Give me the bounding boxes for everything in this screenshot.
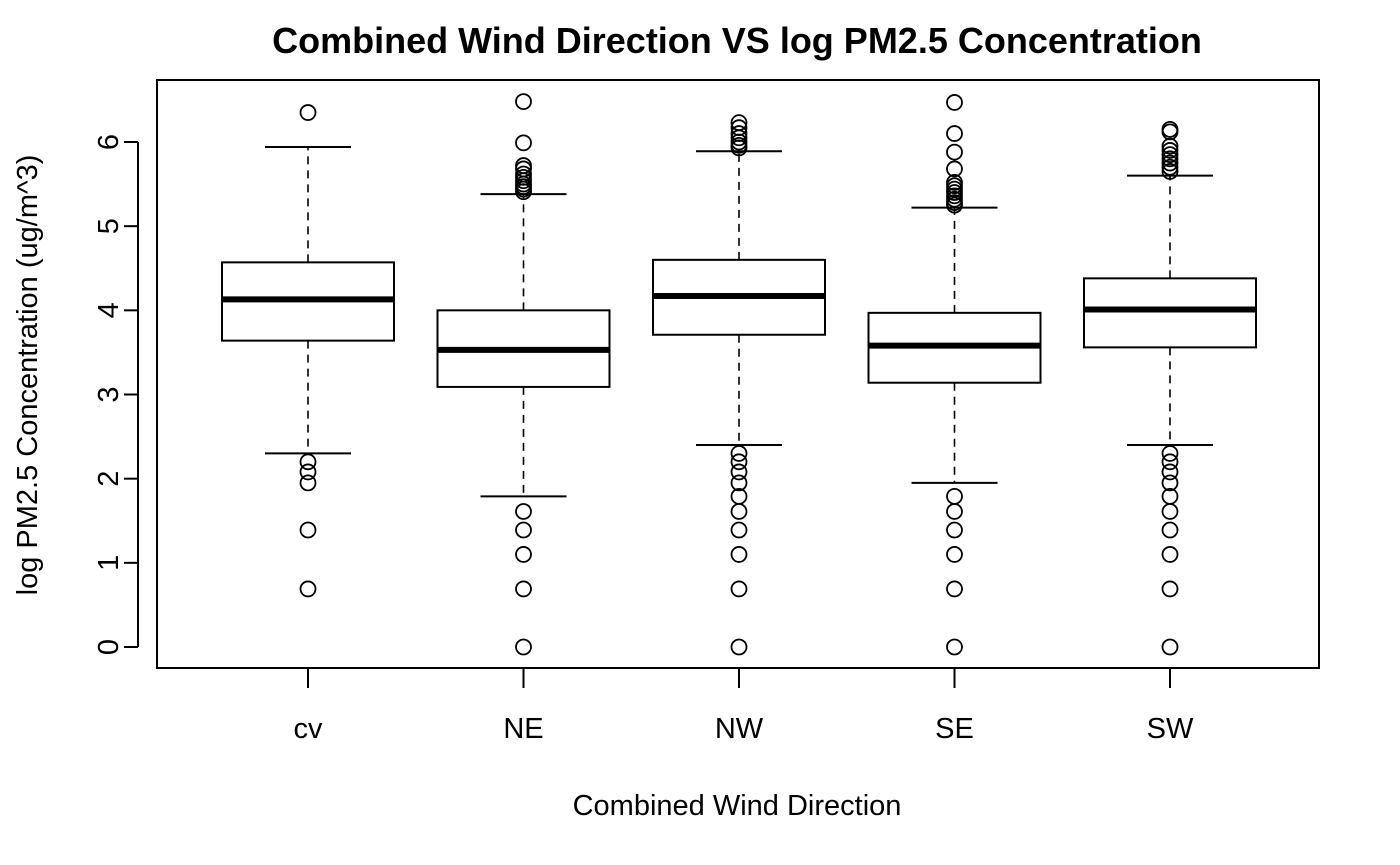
x-tick-label: SW xyxy=(1147,713,1194,745)
y-tick-label: 6 xyxy=(93,134,125,150)
outlier-point xyxy=(1161,445,1179,462)
outlier-point xyxy=(730,463,748,481)
x-tick-label: NE xyxy=(503,713,543,745)
y-tick-label: 5 xyxy=(93,218,125,234)
box-iqr xyxy=(1083,277,1257,349)
outlier-point xyxy=(299,463,317,481)
outlier-point xyxy=(946,638,963,656)
outlier-point xyxy=(946,580,963,598)
outlier-point xyxy=(946,503,963,520)
outlier-point xyxy=(730,580,748,598)
outlier-point xyxy=(730,503,748,520)
outlier-point xyxy=(1161,453,1179,471)
y-axis: 0 1 2 3 4 5 6 xyxy=(93,134,139,655)
outlier-point xyxy=(1161,146,1179,164)
outlier-point xyxy=(515,521,532,539)
y-tick-label: 4 xyxy=(93,302,125,318)
x-tick-label: NW xyxy=(715,713,764,745)
outlier-point xyxy=(730,129,748,147)
outlier-point xyxy=(730,445,748,462)
outlier-point xyxy=(299,453,317,471)
chart-title: Combined Wind Direction VS log PM2.5 Con… xyxy=(272,20,1202,61)
box-group-cv xyxy=(221,104,395,598)
outlier-point xyxy=(946,94,963,111)
outlier-point xyxy=(1161,142,1179,159)
y-axis-label: log PM2.5 Concentration (ug/m^3) xyxy=(12,155,44,596)
outlier-point xyxy=(946,521,963,539)
outlier-point xyxy=(515,638,532,656)
outlier-point xyxy=(1161,137,1179,155)
box-group-sw xyxy=(1083,120,1257,656)
outlier-point xyxy=(730,638,748,656)
outlier-point xyxy=(1161,546,1179,563)
outlier-point xyxy=(946,487,963,505)
outlier-point xyxy=(299,580,317,598)
outlier-point xyxy=(1161,463,1179,481)
outlier-point xyxy=(515,546,532,563)
outlier-point xyxy=(730,474,748,492)
outlier-point xyxy=(946,125,963,142)
outlier-point xyxy=(946,196,963,214)
outlier-point xyxy=(730,546,748,563)
y-tick-label: 0 xyxy=(93,639,125,655)
outlier-point xyxy=(946,546,963,563)
outlier-point xyxy=(1161,521,1179,539)
boxes-layer xyxy=(221,93,1257,656)
outlier-point xyxy=(515,134,532,152)
outlier-point xyxy=(1161,474,1179,492)
outlier-point xyxy=(1161,154,1179,172)
outlier-point xyxy=(515,183,532,201)
outlier-point xyxy=(730,521,748,539)
outlier-point xyxy=(946,160,963,178)
outlier-point xyxy=(1161,150,1179,168)
x-tick-label: cv xyxy=(294,713,324,745)
y-tick-label: 2 xyxy=(93,471,125,487)
plot-frame xyxy=(156,79,1320,669)
box-group-ne xyxy=(436,93,611,656)
outlier-point xyxy=(946,143,963,161)
outlier-point xyxy=(299,104,317,121)
outlier-point xyxy=(299,474,317,492)
y-tick-label: 3 xyxy=(93,386,125,402)
outlier-point xyxy=(299,521,317,539)
outlier-point xyxy=(730,139,748,157)
x-axis-label: Combined Wind Direction xyxy=(573,790,902,822)
outlier-point xyxy=(1161,638,1179,656)
outlier-point xyxy=(1161,163,1179,180)
y-tick-label: 1 xyxy=(93,555,125,571)
outlier-point xyxy=(515,580,532,598)
outlier-point xyxy=(515,93,532,110)
box-group-se xyxy=(867,94,1042,656)
outlier-point xyxy=(515,503,532,520)
box-group-nw xyxy=(652,114,826,656)
outlier-point xyxy=(730,453,748,471)
x-axis: cv NE NW SE SW xyxy=(294,667,1194,745)
outlier-point xyxy=(1161,580,1179,598)
outlier-point xyxy=(1161,158,1179,176)
x-tick-label: SE xyxy=(935,713,974,745)
outlier-point xyxy=(1161,503,1179,520)
